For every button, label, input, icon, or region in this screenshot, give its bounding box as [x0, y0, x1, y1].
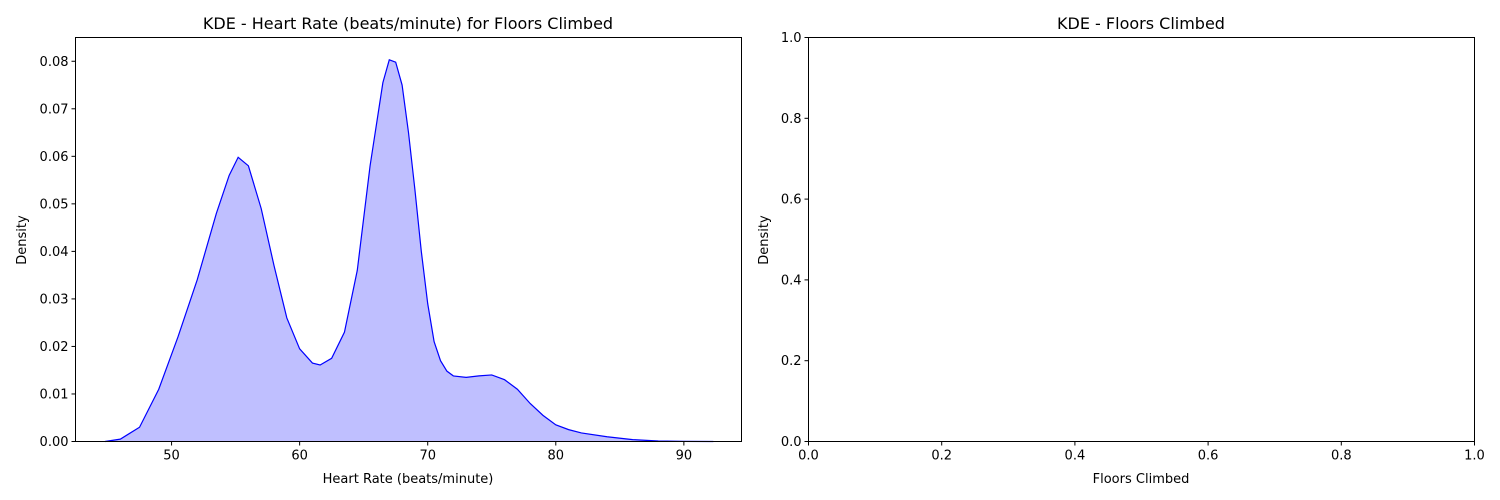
y-tick-label: 0.03	[40, 292, 69, 307]
y-tick-label: 0.4	[781, 273, 802, 288]
y-axis-ticks: 0.0 0.2 0.4 0.6 0.8 1.0	[781, 31, 809, 450]
x-tick-label: 0.2	[931, 449, 952, 464]
x-tick-label: 0.6	[1198, 449, 1219, 464]
chart-title: KDE - Heart Rate (beats/minute) for Floo…	[203, 14, 613, 33]
y-tick-label: 0.05	[40, 197, 69, 212]
x-tick-label: 80	[548, 449, 565, 464]
chart-title: KDE - Floors Climbed	[1057, 14, 1225, 33]
y-tick-label: 0.02	[40, 340, 69, 355]
chart-heart-rate-kde: KDE - Heart Rate (beats/minute) for Floo…	[15, 14, 742, 487]
y-tick-label: 1.0	[781, 31, 802, 46]
x-tick-label: 60	[291, 449, 308, 464]
y-tick-label: 0.8	[781, 112, 802, 127]
y-tick-label: 0.01	[40, 387, 69, 402]
plot-frame	[808, 37, 1475, 442]
series-fill	[104, 59, 714, 442]
y-tick-label: 0.2	[781, 354, 802, 369]
x-axis-ticks: 50 60 70 80 90	[163, 441, 693, 464]
x-tick-label: 1.0	[1464, 449, 1485, 464]
y-axis-label: Density	[757, 215, 772, 265]
y-tick-label: 0.00	[40, 435, 69, 450]
x-tick-label: 0.4	[1065, 449, 1086, 464]
y-tick-label: 0.06	[40, 150, 69, 165]
y-tick-label: 0.07	[40, 102, 69, 117]
x-tick-label: 90	[676, 449, 693, 464]
x-axis-label: Heart Rate (beats/minute)	[323, 472, 494, 487]
y-axis-ticks: 0.00 0.01 0.02 0.03 0.04 0.05 0.06 0.07 0.08	[40, 55, 76, 450]
y-tick-label: 0.6	[781, 193, 802, 208]
x-tick-label: 70	[419, 449, 436, 464]
y-tick-label: 0.0	[781, 435, 802, 450]
x-tick-label: 50	[163, 449, 180, 464]
chart-floors-climbed-kde: KDE - Floors Climbed 0.0 0.2 0.4 0.6 0.8 1.0 …	[757, 14, 1485, 487]
x-axis-label: Floors Climbed	[1093, 472, 1190, 487]
y-axis-label: Density	[15, 215, 30, 265]
x-tick-label: 0.0	[798, 449, 819, 464]
y-tick-label: 0.08	[40, 55, 69, 70]
x-axis-ticks: 0.0 0.2 0.4 0.6 0.8 1.0	[798, 441, 1485, 464]
x-tick-label: 0.8	[1331, 449, 1352, 464]
series-line	[104, 59, 714, 443]
plot-frame	[75, 37, 742, 442]
y-tick-label: 0.04	[40, 245, 69, 260]
plot-area	[104, 59, 714, 443]
